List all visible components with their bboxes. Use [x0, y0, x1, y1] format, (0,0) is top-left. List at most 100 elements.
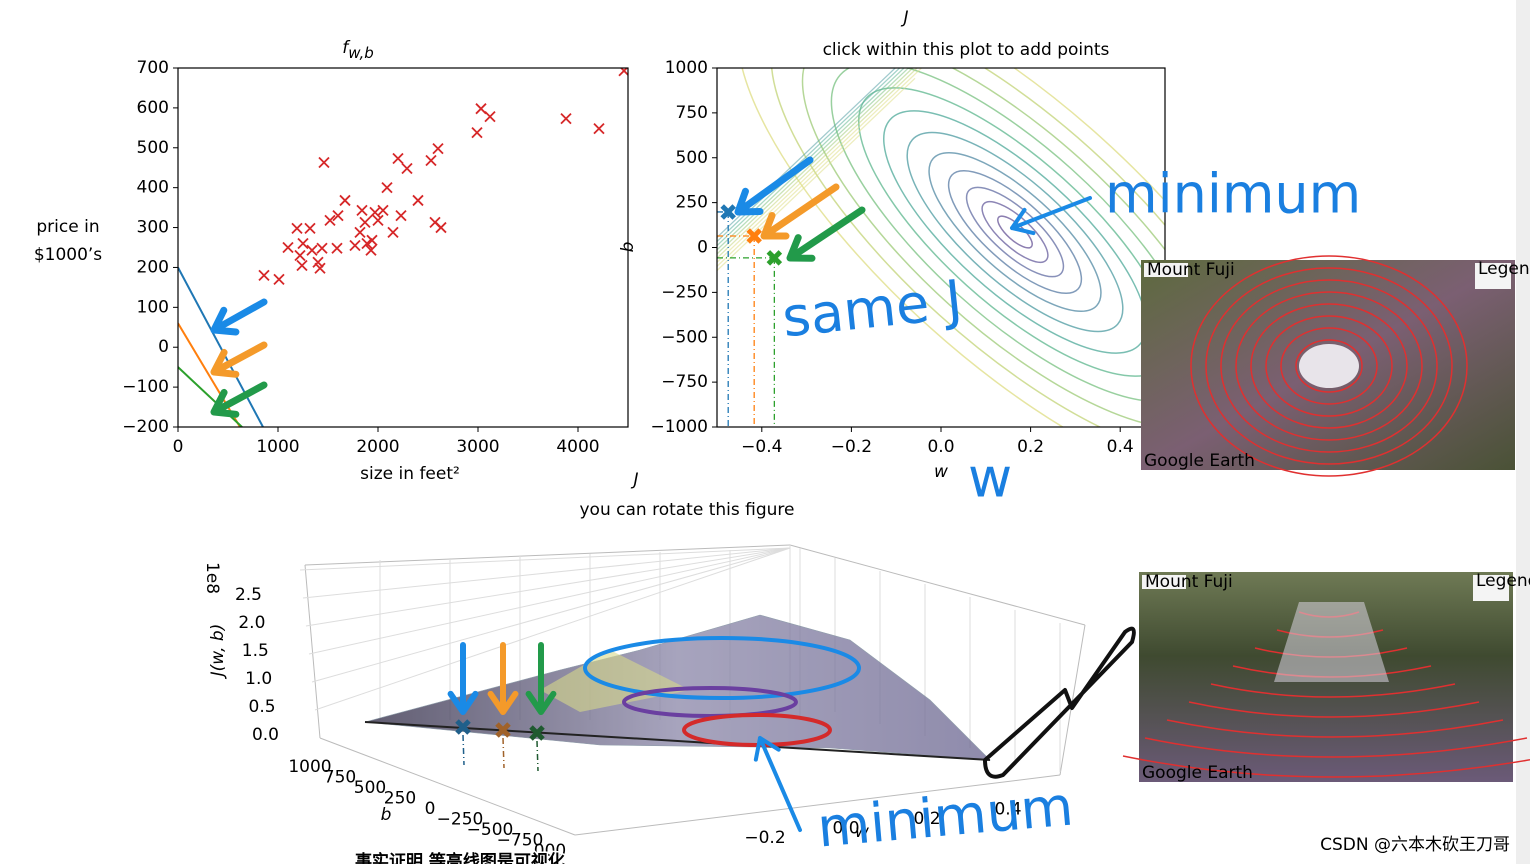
- point: [720, 204, 736, 220]
- map-title: Mount Fuji: [1147, 260, 1235, 280]
- subtitle: 事实证明 等高线图是可视化: [355, 851, 565, 864]
- contour-line: [736, 68, 1165, 427]
- watermark: CSDN @六本木砍王刀哥: [1320, 835, 1510, 855]
- x-tick-label: 1000: [256, 437, 299, 457]
- point: [332, 209, 344, 222]
- snow: [1274, 602, 1389, 682]
- point: [312, 256, 324, 268]
- point: [766, 250, 783, 266]
- point: [324, 214, 336, 227]
- point: [273, 273, 285, 286]
- y-tick-label: −500: [661, 327, 708, 347]
- w-tick-label: 0.4: [994, 800, 1021, 820]
- point: [282, 241, 294, 254]
- x-tick-label: 0.4: [1107, 437, 1134, 457]
- point: [392, 152, 404, 165]
- z-tick-label: 1.0: [245, 669, 272, 689]
- contour-line: [947, 169, 1083, 295]
- contour-line: [770, 68, 1165, 427]
- y-tick-label: 250: [676, 193, 708, 213]
- x-axis-label: size in feet²: [360, 464, 460, 484]
- point: [349, 239, 361, 252]
- map-contour: [1205, 267, 1453, 465]
- w-axis-label: w: [855, 822, 869, 842]
- point: [361, 237, 373, 250]
- offset-label: 1e8: [202, 562, 222, 594]
- y-tick-label: −1000: [650, 417, 708, 437]
- z-tick-label: 2.0: [238, 613, 265, 633]
- hand-arrow: [734, 156, 814, 216]
- hand-arrow: [447, 642, 479, 715]
- point: [412, 194, 424, 207]
- point: [372, 214, 384, 227]
- hand-ellipse: [622, 686, 798, 718]
- point: [435, 221, 447, 234]
- map-contour: [1220, 279, 1438, 453]
- annotation: w: [968, 447, 1012, 510]
- chart-title: click within this plot to add points: [823, 40, 1110, 60]
- map-contour: [1295, 339, 1363, 393]
- pane-edge: [789, 544, 1086, 626]
- y-tick-label: 300: [137, 218, 169, 238]
- model-line: [178, 266, 264, 427]
- point: [359, 216, 371, 229]
- point: [377, 204, 389, 217]
- y-tick-label: 400: [137, 178, 169, 198]
- contour-line: [801, 68, 1165, 427]
- y-tick-label: 500: [137, 138, 169, 158]
- point: [297, 237, 309, 250]
- contour-line: [717, 77, 916, 268]
- b-tick-label: 250: [384, 789, 416, 809]
- y-tick-label: 700: [137, 58, 169, 78]
- pane-edge: [574, 774, 1061, 836]
- map-badge: [1473, 575, 1509, 601]
- point: [258, 269, 270, 282]
- point: [314, 262, 326, 274]
- map-contour: [1166, 719, 1504, 738]
- w-tick-label: 0.0: [832, 819, 859, 839]
- map-legend: Legend: [1478, 259, 1530, 279]
- map-badge: [1144, 263, 1188, 277]
- x-axis-label: w: [934, 462, 948, 482]
- b-axis-label: b: [381, 805, 392, 825]
- y-tick-label: −750: [661, 372, 708, 392]
- y-tick-label: 600: [137, 98, 169, 118]
- map-contour: [1280, 327, 1378, 405]
- map-credit: Google Earth: [1144, 451, 1255, 471]
- hand-arrow: [487, 642, 519, 715]
- pane-grid: [308, 547, 791, 655]
- point: [495, 722, 511, 738]
- point: [381, 182, 393, 194]
- b-tick-label: 1000: [288, 757, 331, 777]
- point: [387, 226, 399, 238]
- scrollbar: [1516, 0, 1530, 864]
- surface: [540, 650, 690, 712]
- point: [365, 244, 377, 256]
- x-tick-label: 0: [173, 437, 184, 457]
- contour-line: [965, 186, 1065, 278]
- contour-line: [717, 68, 910, 251]
- z-tick-label: 1.5: [242, 641, 269, 661]
- x-tick-label: 2000: [356, 437, 399, 457]
- contour-line: [906, 131, 1124, 333]
- point: [366, 234, 378, 246]
- y-tick-label: −200: [122, 417, 169, 437]
- pane-grid: [311, 547, 791, 683]
- y-axis-label: b: [618, 242, 638, 253]
- chart-title: fw,b: [342, 38, 374, 62]
- map-credit: Google Earth: [1142, 763, 1253, 783]
- hand-arrow: [210, 381, 268, 418]
- y-axis-label: price in: [36, 217, 99, 237]
- map-contour: [1144, 737, 1528, 758]
- guide-line: [536, 740, 539, 772]
- point: [339, 194, 351, 207]
- guide-line: [462, 734, 465, 766]
- contour-line: [717, 134, 861, 272]
- y-tick-label: 0: [158, 337, 169, 357]
- map-legend: Legend: [1476, 571, 1530, 591]
- annotation: same J: [779, 268, 965, 349]
- point: [331, 242, 343, 254]
- plot-area: [178, 68, 628, 427]
- x-tick-label: 4000: [556, 437, 599, 457]
- point: [484, 111, 496, 123]
